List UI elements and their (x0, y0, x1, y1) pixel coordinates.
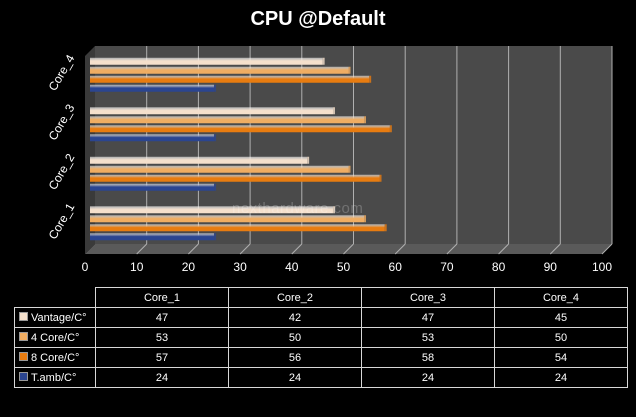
x-tick-label: 40 (285, 260, 299, 274)
table-cell: 50 (228, 327, 362, 348)
bar-core1-series-3 (90, 224, 385, 232)
y-category-label: Core_2 (46, 151, 78, 192)
bar-core4-series-2 (90, 66, 349, 74)
x-tick-label: 80 (492, 260, 506, 274)
bar-end-cap (322, 57, 325, 65)
table-cell: 58 (361, 347, 495, 368)
x-tick-label: 90 (544, 260, 558, 274)
legend-entry: T.amb/C° (14, 367, 96, 388)
table-cell: 50 (494, 327, 628, 348)
table-row: T.amb/C° 24 24 24 24 (14, 367, 628, 388)
y-category-label: Core_1 (46, 200, 78, 241)
gridline-floor (601, 243, 613, 255)
bar-core1-series-2 (90, 215, 365, 223)
gridline-floor (343, 243, 354, 255)
table-cell: 53 (95, 327, 229, 348)
gridline-floor (446, 243, 458, 255)
gridline-floor (136, 243, 148, 255)
data-table: Core_1 Core_2 Core_3 Core_4 Vantage/C° 47 42 47… (14, 287, 628, 388)
y-category-label: Core_3 (46, 101, 78, 142)
x-tick-label: 50 (337, 260, 351, 274)
bar-end-cap (307, 156, 310, 164)
legend-label: T.amb/C° (31, 371, 77, 384)
bar-end-cap (369, 75, 372, 83)
bar-core2-series-4 (90, 183, 215, 191)
legend-entry: 4 Core/C° (14, 327, 96, 348)
bar-core3-series-1 (90, 107, 333, 115)
bar-end-cap (332, 107, 335, 115)
bar-end-cap (389, 125, 392, 133)
bar-core2-series-1 (90, 156, 308, 164)
bar-core3-series-2 (90, 116, 365, 124)
x-tick-label: 70 (440, 260, 454, 274)
table-header-cell: Core_2 (228, 287, 362, 308)
bar-core4-series-1 (90, 57, 323, 65)
table-corner (14, 287, 96, 308)
legend-label: 4 Core/C° (31, 331, 80, 344)
table-cell: 24 (361, 367, 495, 388)
table-cell: 53 (361, 327, 495, 348)
gridline-floor (188, 243, 199, 255)
gridline-floor (394, 243, 406, 255)
bar-core4-series-4 (90, 84, 215, 92)
gridline-floor (239, 243, 251, 255)
table-header-cell: Core_3 (361, 287, 495, 308)
x-tick-label: 0 (82, 260, 89, 274)
table-cell: 57 (95, 347, 229, 368)
bar-core3-series-4 (90, 134, 215, 142)
bar-core4-series-3 (90, 75, 370, 83)
table-cell: 56 (228, 347, 362, 368)
bar-end-cap (332, 206, 335, 214)
legend-swatch-icon (19, 331, 28, 341)
x-tick-label: 100 (592, 260, 612, 274)
bar-end-cap (348, 66, 351, 74)
bar-end-cap (214, 233, 217, 241)
table-cell: 47 (361, 307, 495, 328)
table-row: 4 Core/C° 53 50 53 50 (14, 327, 628, 348)
legend-entry: 8 Core/C° (14, 347, 96, 368)
legend-label: Vantage/C° (31, 311, 87, 324)
bar-end-cap (214, 134, 217, 142)
table-row: Vantage/C° 47 42 47 45 (14, 307, 628, 328)
bar-core1-series-1 (90, 206, 333, 214)
bar-core3-series-3 (90, 125, 390, 133)
y-category-label: Core_4 (46, 52, 78, 93)
bar-end-cap (384, 224, 387, 232)
watermark: nexthardware.com (232, 200, 364, 217)
table-cell: 24 (95, 367, 229, 388)
gridline-floor (498, 243, 509, 255)
table-cell: 24 (494, 367, 628, 388)
bar-core1-series-4 (90, 233, 215, 241)
bar-end-cap (348, 165, 351, 173)
x-tick-label: 10 (130, 260, 144, 274)
bar-core2-series-3 (90, 174, 380, 182)
table-header-cell: Core_4 (494, 287, 628, 308)
table-cell: 47 (95, 307, 229, 328)
x-tick-label: 20 (182, 260, 196, 274)
legend-entry: Vantage/C° (14, 307, 96, 328)
bar-end-cap (379, 174, 382, 182)
legend-label: 8 Core/C° (31, 351, 80, 364)
plot-side-wall (85, 46, 95, 254)
legend-swatch-icon (19, 311, 28, 321)
table-cell: 54 (494, 347, 628, 368)
bar-end-cap (214, 84, 217, 92)
bar-end-cap (364, 215, 367, 223)
legend-swatch-icon (19, 371, 28, 381)
gridline-floor (291, 243, 303, 255)
legend-swatch-icon (19, 351, 28, 361)
gridline-floor (549, 243, 561, 255)
chart-title: CPU @Default (250, 8, 386, 30)
bar-end-cap (364, 116, 367, 124)
table-row: 8 Core/C° 57 56 58 54 (14, 347, 628, 368)
table-cell: 45 (494, 307, 628, 328)
table-cell: 24 (228, 367, 362, 388)
bar-core2-series-2 (90, 165, 349, 173)
table-header-cell: Core_1 (95, 287, 229, 308)
table-cell: 42 (228, 307, 362, 328)
x-tick-label: 60 (389, 260, 403, 274)
x-tick-label: 30 (233, 260, 247, 274)
bar-chart: 0 10 20 30 40 50 60 70 80 90 100 Core_1 Core_2 Core_3… (46, 46, 613, 274)
bar-end-cap (214, 183, 217, 191)
